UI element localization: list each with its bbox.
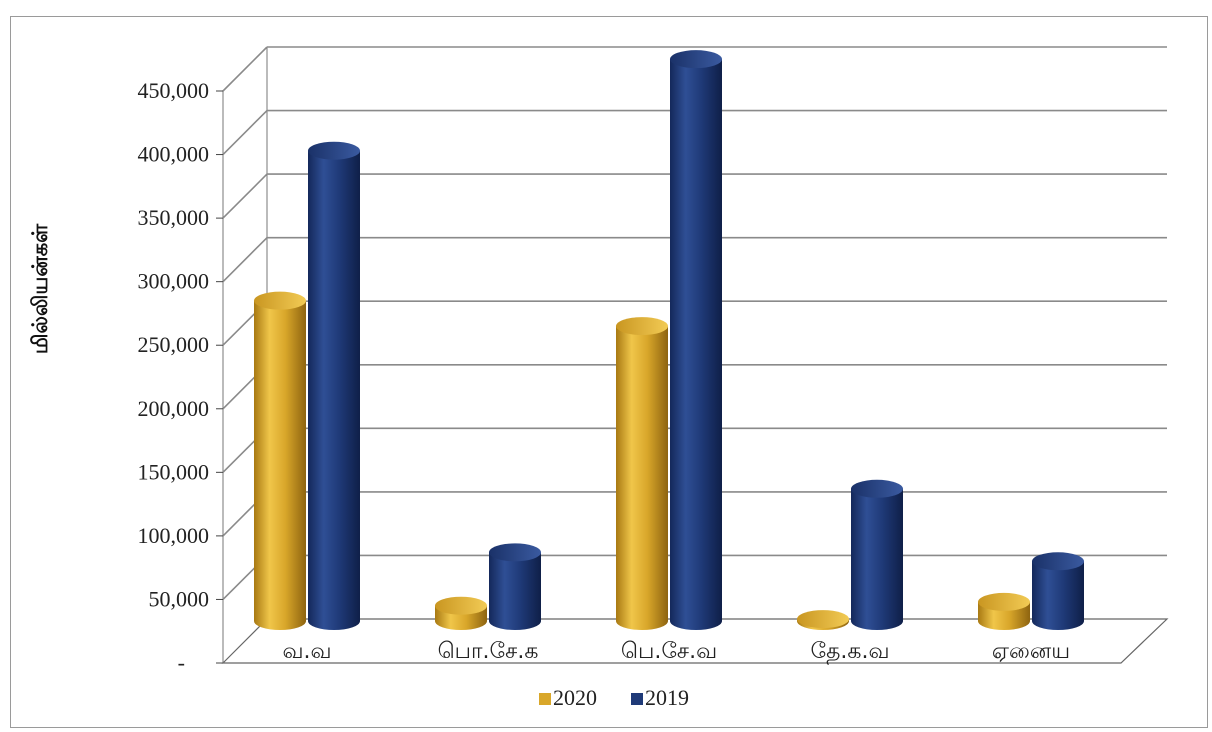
bar bbox=[851, 479, 903, 630]
chart-svg: - 50,000 100,000 150,000 200,000 250,000 300,0… bbox=[28, 46, 1169, 710]
x-axis-ticks: வ.வ பொ.சே.க பெ.சே.வ தே.க.வ ஏனைய bbox=[282, 639, 1070, 665]
x-tick-label: தே.க.வ bbox=[810, 639, 889, 665]
bar bbox=[797, 610, 849, 630]
y-tick-label: - bbox=[178, 650, 185, 675]
x-tick-label: வ.வ bbox=[282, 639, 331, 664]
bar bbox=[489, 543, 541, 630]
bar-top bbox=[616, 317, 668, 336]
gridline-side bbox=[222, 46, 268, 92]
y-tick-label: 450,000 bbox=[138, 78, 210, 103]
floor bbox=[221, 618, 1169, 664]
y-tick-label: 200,000 bbox=[138, 396, 210, 421]
y-tick-label: 100,000 bbox=[138, 523, 210, 548]
y-axis-ticks: - 50,000 100,000 150,000 200,000 250,000 300,0… bbox=[138, 78, 223, 675]
bar bbox=[1032, 552, 1084, 630]
bar-body bbox=[489, 552, 541, 630]
bar-top bbox=[308, 141, 360, 160]
bar-top bbox=[254, 291, 306, 310]
bar-body bbox=[254, 300, 306, 630]
bar-top bbox=[978, 592, 1030, 611]
y-tick-label: 150,000 bbox=[138, 459, 210, 484]
bar-body bbox=[308, 150, 360, 630]
gridline-side bbox=[222, 237, 268, 283]
legend-swatch bbox=[631, 693, 643, 705]
x-tick-label: ஏனைய bbox=[992, 639, 1070, 664]
y-tick-label: 250,000 bbox=[138, 332, 210, 357]
bar bbox=[254, 291, 306, 630]
bar bbox=[670, 50, 722, 631]
x-tick-label: பெ.சே.வ bbox=[621, 639, 717, 664]
bar-top bbox=[797, 610, 849, 629]
bar-body bbox=[616, 326, 668, 630]
legend-label: 2019 bbox=[645, 685, 689, 710]
bar-top bbox=[1032, 552, 1084, 571]
bar-top bbox=[670, 50, 722, 69]
gridline-side bbox=[222, 173, 268, 219]
legend-label: 2020 bbox=[553, 685, 597, 710]
y-tick-label: 50,000 bbox=[149, 586, 210, 611]
gridline-side bbox=[222, 109, 268, 156]
bar-body bbox=[851, 488, 903, 630]
bar-top bbox=[489, 543, 541, 562]
bar-top bbox=[851, 479, 903, 498]
bar bbox=[978, 592, 1030, 630]
chart-frame: - 50,000 100,000 150,000 200,000 250,000 300,0… bbox=[10, 16, 1208, 728]
bars bbox=[254, 50, 1084, 631]
y-tick-label: 300,000 bbox=[138, 269, 210, 294]
bar bbox=[308, 141, 360, 630]
y-tick-label: 350,000 bbox=[138, 205, 210, 230]
legend-swatch bbox=[539, 693, 551, 705]
bar bbox=[616, 317, 668, 630]
y-axis-label: மில்லியன்கள் bbox=[28, 223, 52, 354]
y-tick-label: 400,000 bbox=[138, 142, 210, 167]
bar-body bbox=[1032, 561, 1084, 630]
legend: 2020 2019 bbox=[539, 685, 689, 710]
bar-body bbox=[670, 59, 722, 631]
bar bbox=[435, 596, 487, 630]
x-tick-label: பொ.சே.க bbox=[438, 639, 539, 664]
bar-top bbox=[435, 596, 487, 615]
